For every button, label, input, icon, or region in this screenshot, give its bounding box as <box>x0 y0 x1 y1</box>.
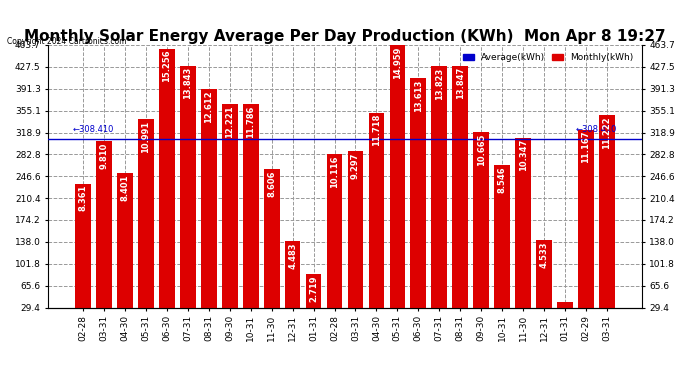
Legend: Average(kWh), Monthly(kWh): Average(kWh), Monthly(kWh) <box>460 50 637 66</box>
Bar <box>138 119 154 325</box>
Text: 13.843: 13.843 <box>184 67 193 99</box>
Text: 8.606: 8.606 <box>267 170 276 197</box>
Bar <box>411 78 426 325</box>
Text: ←308.410: ←308.410 <box>576 125 618 134</box>
Bar <box>159 49 175 325</box>
Text: 10.347: 10.347 <box>519 139 528 171</box>
Text: 15.256: 15.256 <box>162 50 171 82</box>
Bar <box>201 89 217 325</box>
Text: 12.612: 12.612 <box>204 90 213 123</box>
Bar <box>599 115 615 325</box>
Bar <box>494 165 510 325</box>
Text: 13.613: 13.613 <box>414 80 423 112</box>
Text: 12.221: 12.221 <box>225 105 235 138</box>
Text: 4.533: 4.533 <box>540 242 549 268</box>
Text: 11.718: 11.718 <box>372 114 381 146</box>
Text: ←308.410: ←308.410 <box>72 125 114 134</box>
Bar <box>348 151 364 325</box>
Text: 13.823: 13.823 <box>435 68 444 100</box>
Bar <box>326 154 342 325</box>
Bar <box>96 141 112 325</box>
Text: 8.546: 8.546 <box>497 166 506 193</box>
Text: 9.810: 9.810 <box>99 142 108 169</box>
Text: 11.786: 11.786 <box>246 106 255 138</box>
Text: 10.665: 10.665 <box>477 133 486 166</box>
Bar <box>180 66 196 325</box>
Bar <box>431 66 447 325</box>
Text: 13.847: 13.847 <box>455 67 465 99</box>
Text: 11.167: 11.167 <box>582 131 591 163</box>
Bar <box>473 132 489 325</box>
Title: Monthly Solar Energy Average Per Day Production (KWh)  Mon Apr 8 19:27: Monthly Solar Energy Average Per Day Pro… <box>24 29 666 44</box>
Bar <box>285 241 300 325</box>
Text: 9.297: 9.297 <box>351 152 360 178</box>
Text: Copyright 2024 Cartronics.com: Copyright 2024 Cartronics.com <box>7 38 126 46</box>
Bar <box>515 138 531 325</box>
Bar <box>222 104 237 325</box>
Bar <box>243 104 259 325</box>
Text: 11.222: 11.222 <box>602 116 611 149</box>
Bar <box>368 113 384 325</box>
Bar <box>390 45 405 325</box>
Text: 4.483: 4.483 <box>288 243 297 269</box>
Bar <box>536 240 552 325</box>
Bar <box>306 274 322 325</box>
Text: 8.401: 8.401 <box>121 174 130 201</box>
Bar <box>264 169 279 325</box>
Bar <box>557 302 573 325</box>
Bar <box>117 173 133 325</box>
Bar <box>453 66 468 325</box>
Bar <box>578 129 594 325</box>
Text: 2.719: 2.719 <box>309 276 318 302</box>
Text: 10.991: 10.991 <box>141 120 150 153</box>
Text: 14.959: 14.959 <box>393 46 402 79</box>
Text: 8.361: 8.361 <box>79 185 88 211</box>
Text: 10.116: 10.116 <box>330 155 339 188</box>
Bar <box>75 184 91 325</box>
